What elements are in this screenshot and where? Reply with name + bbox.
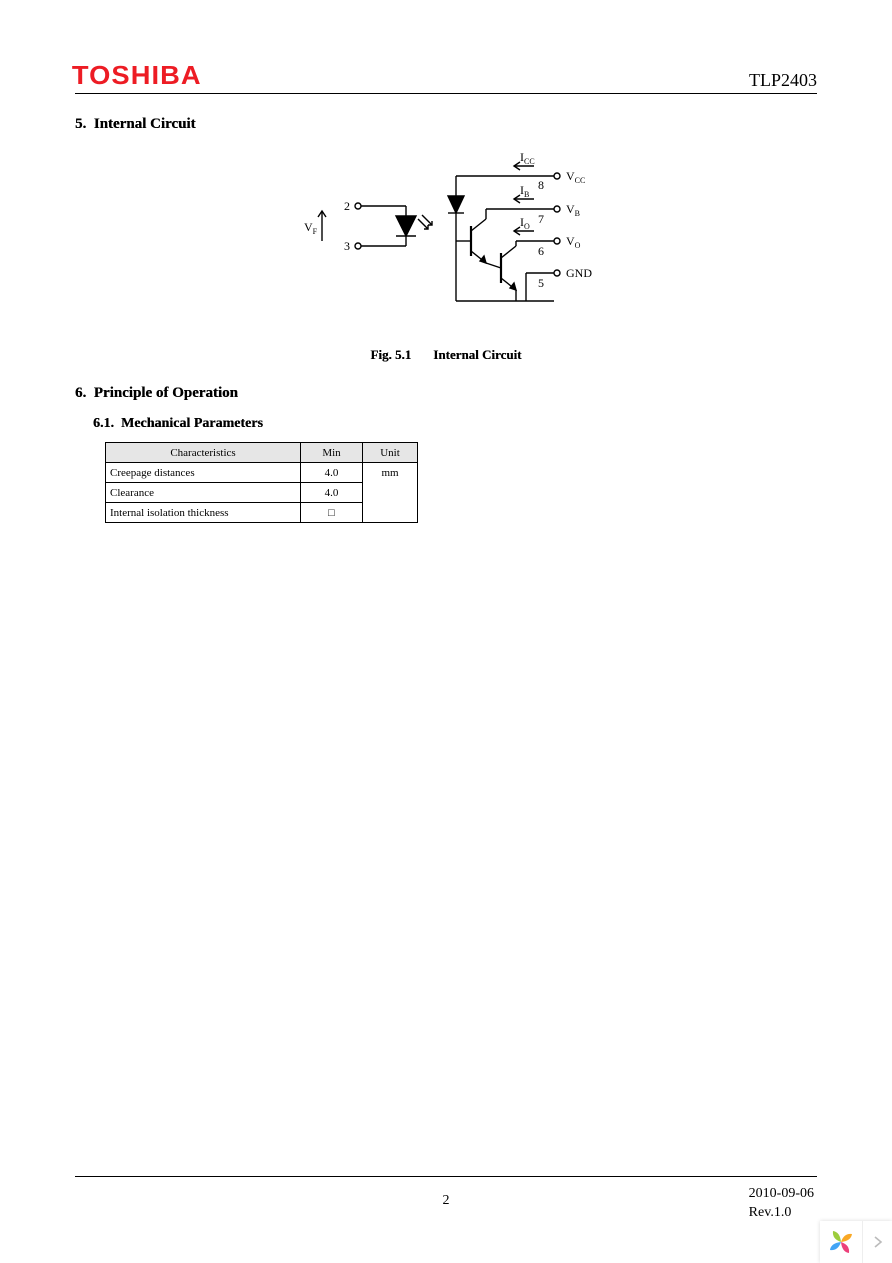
figure-label: Fig. 5.1 [370, 347, 411, 362]
mechanical-params-table: Characteristics Min Unit Creepage distan… [105, 442, 418, 523]
footer-meta: 2010-09-06 Rev.1.0 [749, 1185, 814, 1223]
figure-caption: Fig. 5.1 Internal Circuit [75, 347, 817, 363]
circuit-diagram: VF 2 3 ICC 8 VCC IB 7 VB IO 6 VO 5 GND [75, 141, 817, 321]
icc-label: ICC [520, 150, 535, 166]
cell-char: Clearance [106, 483, 301, 503]
vo-label: VO [566, 234, 581, 250]
footer-date: 2010-09-06 [749, 1185, 814, 1204]
cell-min: 4.0 [301, 463, 363, 483]
flower-icon[interactable] [820, 1221, 862, 1263]
th-characteristics: Characteristics [106, 443, 301, 463]
pin-2-label: 2 [344, 199, 350, 213]
pin-3-label: 3 [344, 239, 350, 253]
subsection-6-1-num: 6.1. [93, 416, 114, 431]
vcc-label: VCC [566, 169, 585, 185]
pin-8-num: 8 [538, 178, 544, 192]
gnd-label: GND [566, 266, 592, 280]
ib-label: IB [520, 183, 529, 199]
pin-7-num: 7 [538, 212, 544, 226]
section-6-text: Principle of Operation [94, 385, 238, 401]
io-label: IO [520, 215, 530, 231]
part-number: TLP2403 [749, 70, 817, 91]
corner-widget[interactable] [820, 1221, 892, 1263]
th-unit: Unit [363, 443, 418, 463]
vf-label: VF [304, 220, 318, 236]
cell-min: 4.0 [301, 483, 363, 503]
section-6-num: 6. [75, 385, 86, 401]
subsection-6-1-text: Mechanical Parameters [121, 416, 263, 431]
section-5-num: 5. [75, 116, 86, 132]
pin-5-num: 5 [538, 276, 544, 290]
brand-logo: TOSHIBA [72, 60, 202, 91]
section-6-title: 6. Principle of Operation [75, 385, 817, 402]
chevron-right-icon[interactable] [862, 1221, 892, 1263]
figure-title: Internal Circuit [433, 347, 521, 362]
cell-min: □ [301, 503, 363, 523]
section-5-title: 5. Internal Circuit [75, 116, 817, 133]
pin-6-num: 6 [538, 244, 544, 258]
footer-rev: Rev.1.0 [749, 1204, 814, 1223]
table-row: Creepage distances 4.0 mm [106, 463, 418, 483]
internal-circuit-svg: VF 2 3 ICC 8 VCC IB 7 VB IO 6 VO 5 GND [296, 141, 596, 321]
section-5-text: Internal Circuit [94, 116, 196, 132]
th-min: Min [301, 443, 363, 463]
footer-rule [75, 1176, 817, 1177]
subsection-6-1-title: 6.1. Mechanical Parameters [93, 416, 817, 432]
vb-label: VB [566, 202, 580, 218]
cell-char: Internal isolation thickness [106, 503, 301, 523]
cell-char: Creepage distances [106, 463, 301, 483]
cell-unit: mm [363, 463, 418, 523]
